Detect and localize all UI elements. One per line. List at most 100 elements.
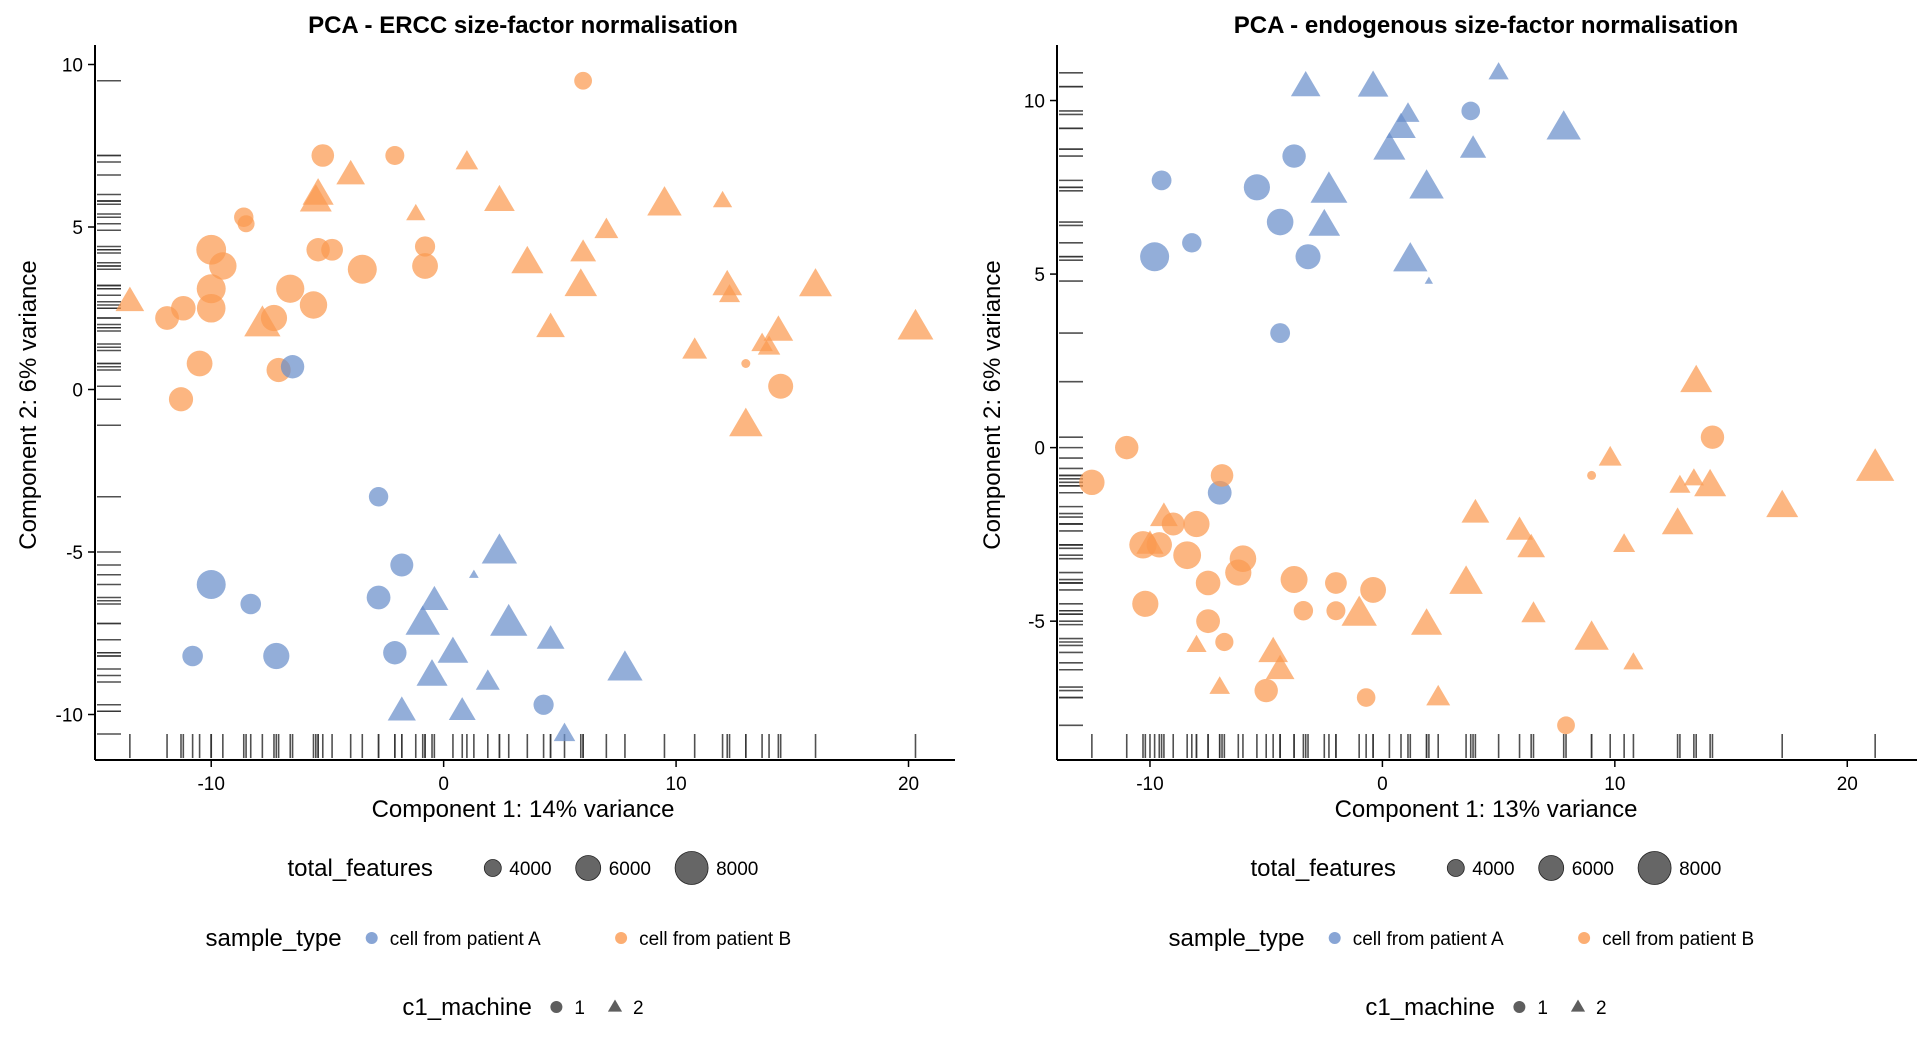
data-point-triangle [1136, 530, 1164, 554]
data-point-triangle [405, 605, 440, 635]
data-point-triangle [1393, 242, 1428, 272]
data-point-circle [237, 215, 255, 233]
pca-panel-ercc: PCA - ERCC size-factor normalisation Com… [15, 12, 955, 823]
data-point-triangle [1209, 676, 1230, 694]
data-point-triangle [1310, 171, 1348, 203]
legend-label: 2 [633, 998, 644, 1019]
y-tick-label: 5 [72, 218, 83, 239]
data-point-circle [1325, 572, 1347, 594]
data-point-triangle [299, 184, 332, 212]
legend-title: c1_machine [1365, 994, 1494, 1021]
data-points [115, 71, 934, 742]
x-tick-label: 10 [666, 774, 687, 795]
legend-label: 8000 [716, 859, 758, 880]
legend-c1-machine: c1_machine 1 2 [402, 994, 643, 1021]
data-point-circle [1254, 678, 1278, 703]
data-point-circle [1266, 208, 1294, 236]
legend-label: cell from patient B [639, 929, 791, 950]
data-point-circle [1140, 242, 1170, 272]
data-point-triangle [1459, 135, 1487, 158]
x-rug [129, 734, 917, 758]
y-axis-title: Component 2: 6% variance [15, 260, 42, 550]
y-tick-label: -10 [56, 706, 83, 727]
x-tick-label: -10 [1136, 774, 1163, 795]
data-point-triangle [799, 268, 832, 297]
data-point-triangle [1396, 102, 1420, 122]
data-point-triangle [1856, 448, 1895, 481]
data-point-triangle [1341, 595, 1377, 626]
data-point-triangle [1623, 652, 1644, 670]
legend-label: cell from patient A [1353, 929, 1504, 950]
data-point-triangle [1461, 498, 1490, 523]
data-point-circle [1356, 688, 1376, 707]
data-point-circle [1151, 170, 1172, 191]
data-point-circle [368, 487, 389, 507]
data-point-triangle [729, 407, 763, 437]
data-point-circle [1210, 464, 1234, 487]
legend-sample-type: sample_type cell from patient A cell from … [206, 925, 792, 952]
data-point-circle [768, 373, 794, 399]
legend-triangle-key [607, 999, 623, 1012]
x-tick-label: -10 [197, 774, 224, 795]
data-point-circle [1225, 559, 1252, 586]
data-point-triangle [607, 650, 643, 681]
data-point-triangle [1409, 169, 1444, 199]
x-axis-title: Component 1: 14% variance [372, 796, 675, 823]
data-point-circle [196, 570, 226, 599]
y-tick-label: -5 [66, 543, 83, 564]
legend-title: c1_machine [402, 994, 531, 1021]
data-point-triangle [115, 286, 145, 312]
data-point-circle [186, 350, 213, 377]
data-point-triangle [1505, 516, 1534, 540]
data-point-triangle [594, 217, 619, 239]
data-point-triangle [406, 203, 426, 221]
axes: -10 0 10 20 -5 0 5 10 [1024, 45, 1917, 795]
data-point-triangle [1426, 684, 1451, 706]
x-rug [1091, 734, 1876, 758]
x-tick-label: 0 [438, 774, 449, 795]
data-point-triangle [1411, 608, 1443, 635]
data-point-triangle [1598, 445, 1622, 466]
data-point-triangle [1308, 208, 1341, 236]
data-point-triangle [1186, 634, 1207, 652]
legend-c1-machine: c1_machine 1 2 [1365, 994, 1606, 1021]
data-point-triangle [1574, 620, 1609, 650]
legend-title: total_features [288, 855, 433, 882]
data-point-triangle [553, 722, 576, 742]
data-point-triangle [490, 603, 528, 636]
data-point-triangle [1680, 364, 1713, 393]
legend-size-key [483, 859, 502, 877]
data-point-triangle [475, 669, 500, 690]
x-tick-label: 20 [1837, 774, 1858, 795]
data-point-circle [390, 553, 414, 577]
y-rug [1059, 71, 1083, 727]
data-point-triangle [536, 625, 565, 649]
data-point-triangle [1488, 62, 1509, 80]
data-point-circle [385, 146, 405, 165]
y-rug [97, 79, 121, 735]
legend-triangle-key [1570, 999, 1586, 1012]
data-point-triangle [763, 315, 794, 341]
data-point-triangle [1613, 533, 1636, 552]
legend-size-key [674, 851, 709, 885]
legend-total-features: total_features 4000 6000 8000 [288, 851, 758, 885]
legend-size-key [1446, 859, 1465, 877]
data-point-circle [168, 387, 194, 412]
data-point-triangle [437, 636, 469, 663]
data-point-circle [1280, 566, 1308, 594]
data-point-circle [1243, 174, 1270, 201]
legend-label: cell from patient A [390, 929, 541, 950]
data-point-triangle [719, 284, 741, 303]
data-point-triangle [1150, 502, 1178, 527]
data-point-circle [1326, 601, 1346, 621]
data-point-triangle [336, 159, 365, 185]
data-point-circle [1173, 541, 1202, 570]
data-point-circle [1360, 577, 1387, 603]
data-point-triangle [420, 585, 449, 610]
data-point-triangle [1258, 636, 1288, 663]
data-point-triangle [1694, 468, 1727, 497]
legend-label: 4000 [509, 859, 551, 880]
y-tick-label: 10 [62, 56, 83, 77]
data-point-circle [280, 355, 305, 379]
